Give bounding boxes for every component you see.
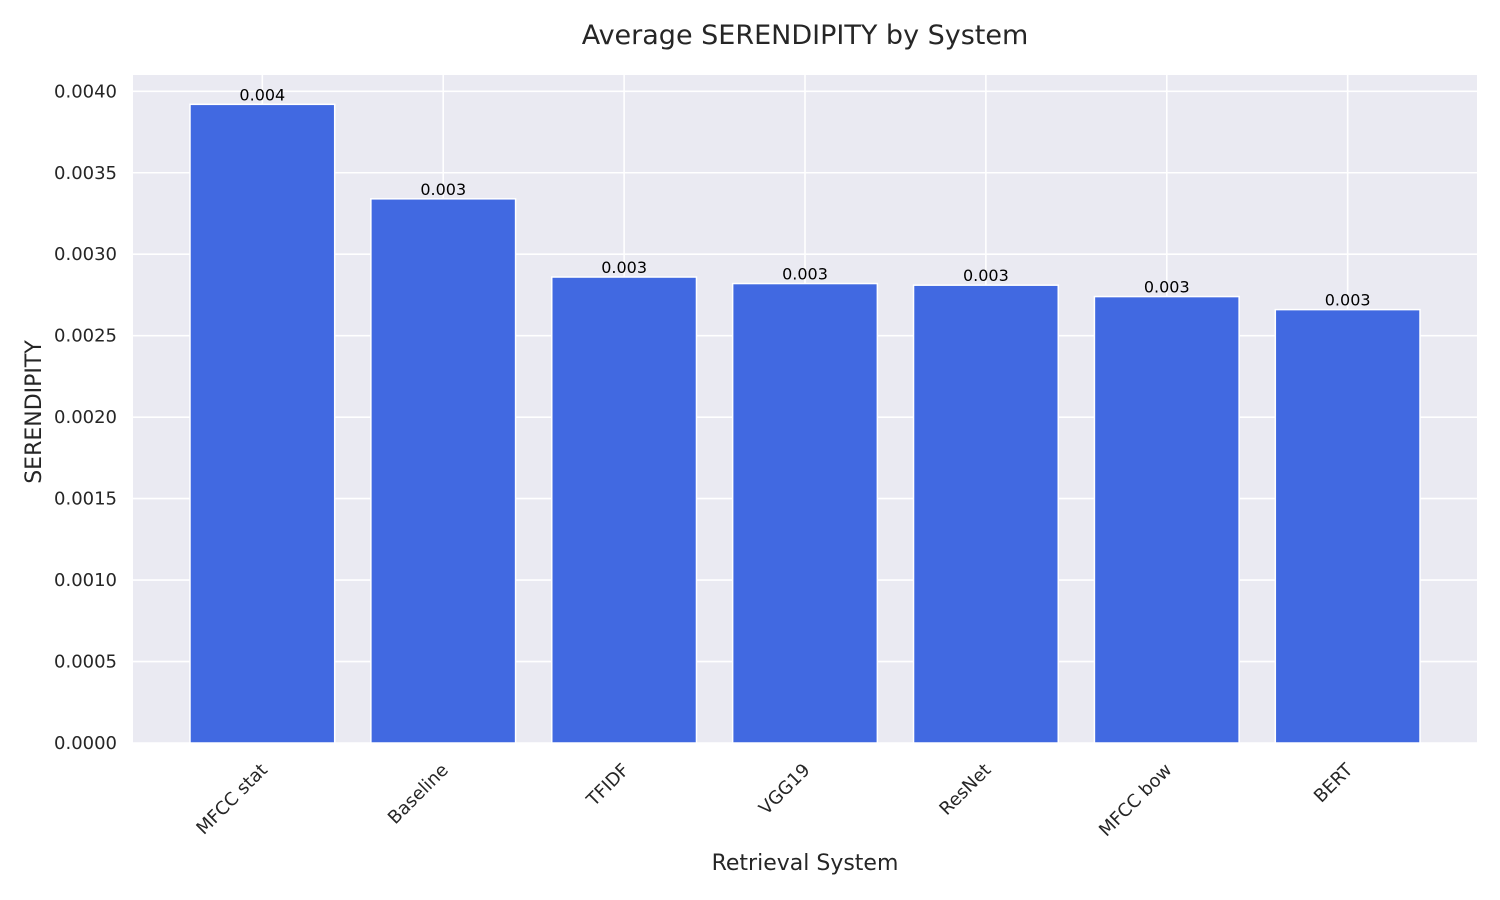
bar-vgg19 bbox=[731, 282, 879, 744]
bar-tfidf bbox=[551, 276, 698, 744]
bar-baseline bbox=[370, 198, 517, 744]
bar-value-label: 0.003 bbox=[420, 180, 466, 199]
x-tick-label: MFCC bow bbox=[1095, 760, 1176, 841]
y-tick-label: 0.0010 bbox=[54, 570, 117, 591]
bar-value-label: 0.003 bbox=[963, 266, 1009, 285]
bar-value-label: 0.004 bbox=[239, 85, 285, 104]
bar-value-label: 0.003 bbox=[782, 265, 828, 284]
y-tick-label: 0.0020 bbox=[54, 407, 117, 428]
y-tick-label: 0.0000 bbox=[54, 733, 117, 754]
bars bbox=[189, 103, 1421, 744]
y-tick-label: 0.0025 bbox=[54, 326, 117, 347]
x-axis-label: Retrieval System bbox=[712, 851, 899, 876]
bar-mfcc-bow bbox=[1093, 295, 1240, 744]
x-tick-label: TFIDF bbox=[582, 760, 634, 812]
x-tick-label: VGG19 bbox=[755, 760, 814, 819]
x-axis-ticks: MFCC stat Baseline TFIDF VGG19 ResNet MFCC bo… bbox=[192, 759, 1357, 841]
bar-resnet bbox=[912, 284, 1059, 744]
x-tick-label: ResNet bbox=[935, 760, 995, 820]
y-axis-ticks: 0.0000 0.0005 0.0010 0.0015 0.0020 0.0025 0.00… bbox=[54, 81, 117, 754]
value-labels: 0.004 0.003 0.003 0.003 0.003 0.003 0.003 bbox=[239, 85, 1370, 309]
bar-value-label: 0.003 bbox=[1325, 291, 1371, 310]
x-tick-label: MFCC stat bbox=[192, 760, 271, 839]
y-tick-label: 0.0030 bbox=[54, 244, 117, 265]
x-tick-label: Baseline bbox=[384, 760, 453, 829]
x-tick-label: BERT bbox=[1310, 759, 1358, 807]
y-tick-label: 0.0015 bbox=[54, 489, 117, 510]
bar-value-label: 0.003 bbox=[1144, 278, 1190, 297]
bar-value-label: 0.003 bbox=[601, 258, 647, 277]
y-axis-label: SERENDIPITY bbox=[22, 340, 47, 484]
y-tick-label: 0.0035 bbox=[54, 163, 117, 184]
y-tick-label: 0.0040 bbox=[54, 81, 117, 102]
y-tick-label: 0.0005 bbox=[54, 652, 117, 673]
chart-title: Average SERENDIPITY by System bbox=[582, 20, 1029, 51]
bar-bert bbox=[1274, 308, 1421, 744]
bar-mfcc-stat bbox=[189, 103, 336, 744]
